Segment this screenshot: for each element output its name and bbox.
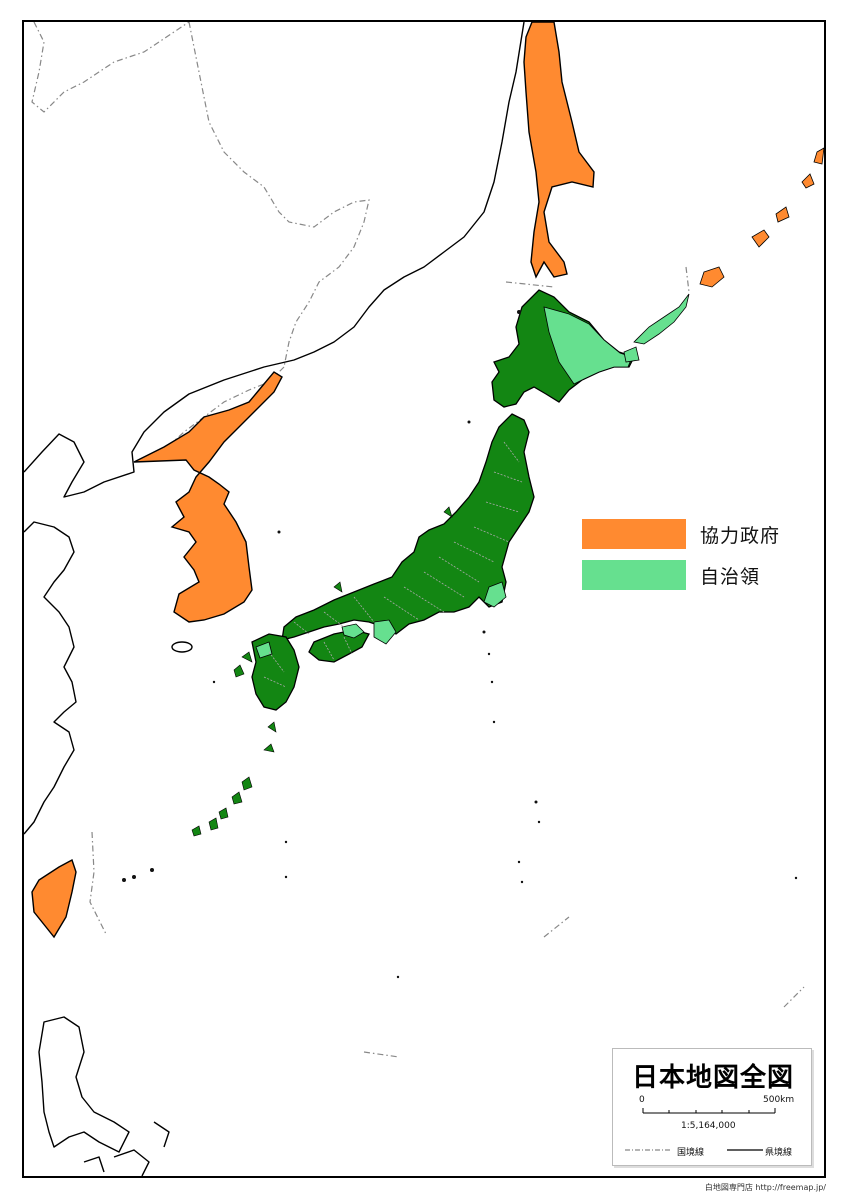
korea (133, 371, 283, 623)
kanto-autonomous (483, 581, 507, 608)
kii-autonomous (373, 619, 397, 645)
border-north (505, 266, 690, 293)
scale-ratio-label: 1:5,164,000 (681, 1121, 736, 1131)
legend-swatch-orange (582, 519, 686, 549)
taiwan (31, 858, 77, 939)
asia-coastline (24, 22, 525, 498)
credit-text: 白地図専門店 http://freemap.jp/ (704, 1183, 826, 1192)
hokkaido-east-autonomous (543, 306, 633, 385)
border-taiwan-strait (89, 831, 107, 935)
legend-label-cooperative-government: 協力政府 (700, 524, 781, 547)
legend-item-cooperative-government: 協力政府 (582, 519, 780, 549)
kyushu-north-autonomous (255, 641, 273, 659)
jeju-island (171, 641, 193, 653)
scattered-islands (122, 310, 798, 979)
map-canvas (24, 22, 824, 1176)
luzon (38, 1016, 130, 1153)
line-legend-icons (625, 1149, 763, 1151)
kuril-south-autonomous (623, 293, 690, 363)
title-box: 日本地図全図 0 500km 1:5,164,000 国境線 県境線 (612, 1048, 812, 1166)
asia-coastline-south (24, 521, 77, 835)
philippines-islands (83, 1121, 170, 1176)
kuril-north (699, 147, 824, 288)
prefecture-lines (263, 441, 523, 688)
border-nk-china (145, 366, 285, 463)
scale-start-label: 0 (639, 1095, 645, 1105)
scale-end-label: 500km (763, 1095, 795, 1105)
map-frame (22, 20, 826, 1178)
sakhalin (523, 22, 595, 279)
nansei-islands (191, 506, 453, 837)
prefecture-border-label: 県境線 (765, 1148, 793, 1158)
shikoku-east-autonomous (341, 623, 365, 639)
legend-label-autonomous-territory: 自治領 (700, 565, 761, 588)
scale-bar (642, 1108, 776, 1114)
map-title: 日本地図全図 (631, 1063, 794, 1093)
national-border-label: 国境線 (677, 1148, 705, 1158)
legend-swatch-green (582, 560, 686, 590)
legend-item-autonomous-territory: 自治領 (582, 560, 760, 590)
honshu (281, 413, 535, 641)
border-ocean-east (363, 916, 805, 1058)
border-russia-china (31, 22, 370, 368)
